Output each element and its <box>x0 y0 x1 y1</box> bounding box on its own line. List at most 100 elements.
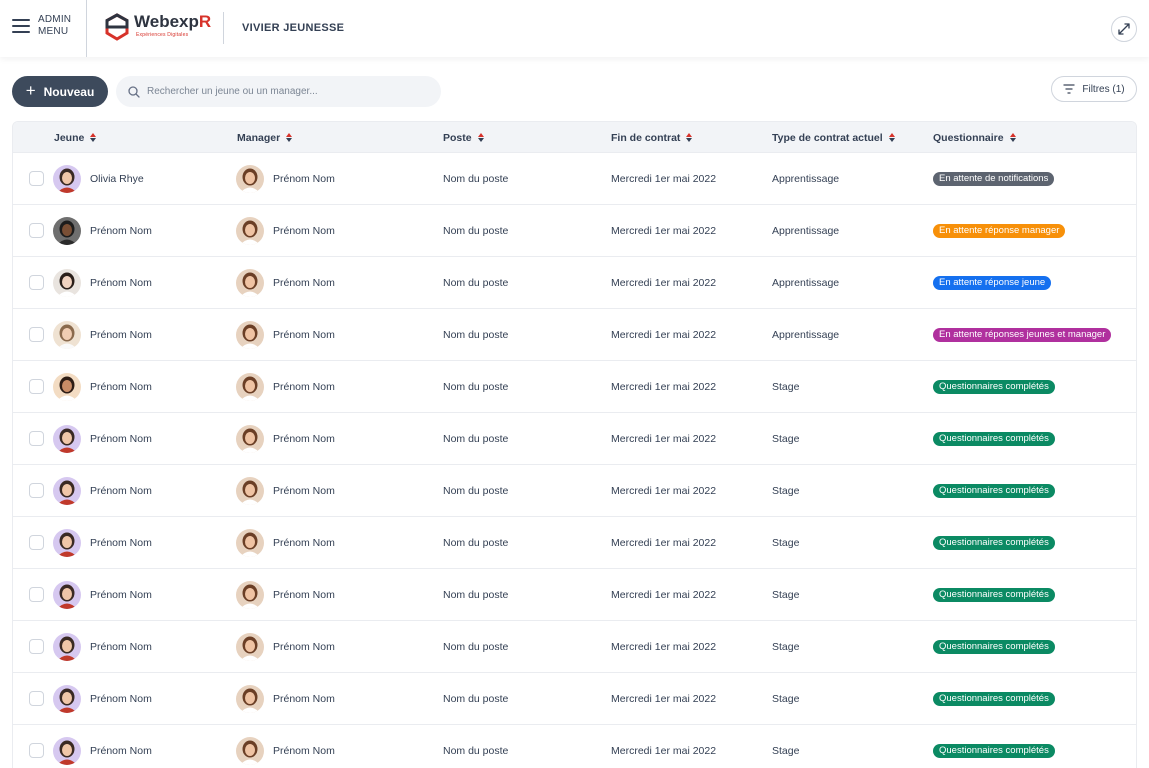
questionnaire-cell: En attente de notifications <box>933 153 1055 204</box>
manager-cell[interactable]: Prénom Nom <box>236 725 335 768</box>
jeune-name: Prénom Nom <box>90 640 152 653</box>
divider <box>223 12 224 44</box>
row-checkbox[interactable] <box>29 171 44 186</box>
row-checkbox[interactable] <box>29 483 44 498</box>
questionnaire-cell: Questionnaires complétés <box>933 465 1055 516</box>
expand-button[interactable] <box>1111 16 1137 42</box>
status-badge[interactable]: Questionnaires complétés <box>933 587 1055 602</box>
status-badge[interactable]: Questionnaires complétés <box>933 431 1055 446</box>
manager-cell[interactable]: Prénom Nom <box>236 205 335 256</box>
table-row[interactable]: Prénom Nom Prénom Nom Nom du poste Mercredi… <box>13 725 1136 768</box>
row-checkbox[interactable] <box>29 327 44 342</box>
table-row[interactable]: Prénom Nom Prénom Nom Nom du poste Mercredi… <box>13 413 1136 465</box>
status-badge[interactable]: Questionnaires complétés <box>933 691 1055 706</box>
jeune-cell[interactable]: Prénom Nom <box>53 725 152 768</box>
jeune-cell[interactable]: Prénom Nom <box>53 517 152 568</box>
status-badge[interactable]: Questionnaires complétés <box>933 483 1055 498</box>
avatar <box>53 424 81 453</box>
status-badge[interactable]: Questionnaires complétés <box>933 379 1055 394</box>
row-checkbox[interactable] <box>29 743 44 758</box>
admin-menu-label: ADMIN MENU <box>38 14 72 37</box>
jeune-cell[interactable]: Prénom Nom <box>53 569 152 620</box>
row-checkbox[interactable] <box>29 587 44 602</box>
status-badge[interactable]: En attente réponse manager <box>933 223 1066 238</box>
row-checkbox[interactable] <box>29 431 44 446</box>
jeune-cell[interactable]: Prénom Nom <box>53 621 152 672</box>
manager-cell[interactable]: Prénom Nom <box>236 361 335 412</box>
status-badge[interactable]: Questionnaires complétés <box>933 639 1055 654</box>
table-row[interactable]: Prénom Nom Prénom Nom Nom du poste Mercredi… <box>13 257 1136 309</box>
table-row[interactable]: Prénom Nom Prénom Nom Nom du poste Mercredi… <box>13 205 1136 257</box>
jeune-cell[interactable]: Olivia Rhye <box>53 153 144 204</box>
table-row[interactable]: Prénom Nom Prénom Nom Nom du poste Mercredi… <box>13 465 1136 517</box>
manager-cell[interactable]: Prénom Nom <box>236 465 335 516</box>
column-header-poste[interactable]: Poste <box>443 122 484 153</box>
column-header-questionnaire[interactable]: Questionnaire <box>933 122 1016 153</box>
row-checkbox[interactable] <box>29 639 44 654</box>
questionnaire-cell: Questionnaires complétés <box>933 517 1055 568</box>
new-button[interactable]: + Nouveau <box>12 76 108 107</box>
row-checkbox[interactable] <box>29 379 44 394</box>
manager-cell[interactable]: Prénom Nom <box>236 517 335 568</box>
status-badge[interactable]: En attente réponse jeune <box>933 275 1052 290</box>
type-contrat-cell: Apprentissage <box>772 328 840 341</box>
jeune-cell[interactable]: Prénom Nom <box>53 309 152 360</box>
manager-cell[interactable]: Prénom Nom <box>236 413 335 464</box>
search-bar[interactable] <box>116 76 441 107</box>
jeune-name: Prénom Nom <box>90 588 152 601</box>
manager-cell[interactable]: Prénom Nom <box>236 153 335 204</box>
column-header-manager[interactable]: Manager <box>237 122 293 153</box>
type-contrat-cell: Stage <box>772 484 800 497</box>
manager-name: Prénom Nom <box>273 484 335 497</box>
table-row[interactable]: Prénom Nom Prénom Nom Nom du poste Mercredi… <box>13 309 1136 361</box>
poste-cell: Nom du poste <box>443 692 509 705</box>
type-contrat-cell: Stage <box>772 432 800 445</box>
status-badge[interactable]: En attente de notifications <box>933 171 1055 186</box>
jeune-name: Prénom Nom <box>90 432 152 445</box>
status-badge[interactable]: Questionnaires complétés <box>933 743 1055 758</box>
table-row[interactable]: Prénom Nom Prénom Nom Nom du poste Mercredi… <box>13 673 1136 725</box>
manager-name: Prénom Nom <box>273 588 335 601</box>
jeune-cell[interactable]: Prénom Nom <box>53 413 152 464</box>
questionnaire-cell: Questionnaires complétés <box>933 569 1055 620</box>
column-header-fin-contrat[interactable]: Fin de contrat <box>611 122 693 153</box>
type-contrat-cell: Stage <box>772 380 800 393</box>
manager-cell[interactable]: Prénom Nom <box>236 309 335 360</box>
filters-button[interactable]: Filtres (1) <box>1051 76 1137 102</box>
row-checkbox[interactable] <box>29 691 44 706</box>
column-header-jeune[interactable]: Jeune <box>54 122 97 153</box>
jeune-cell[interactable]: Prénom Nom <box>53 361 152 412</box>
row-checkbox[interactable] <box>29 535 44 550</box>
jeune-cell[interactable]: Prénom Nom <box>53 465 152 516</box>
table-row[interactable]: Olivia Rhye Prénom Nom Nom du poste Mercred… <box>13 153 1136 205</box>
questionnaire-cell: En attente réponses jeunes et manager <box>933 309 1112 360</box>
fin-contrat-cell: Mercredi 1er mai 2022 <box>611 328 717 341</box>
manager-cell[interactable]: Prénom Nom <box>236 257 335 308</box>
table-row[interactable]: Prénom Nom Prénom Nom Nom du poste Mercredi… <box>13 621 1136 673</box>
avatar <box>236 632 264 661</box>
row-checkbox[interactable] <box>29 223 44 238</box>
search-input[interactable] <box>147 86 427 97</box>
table-row[interactable]: Prénom Nom Prénom Nom Nom du poste Mercredi… <box>13 361 1136 413</box>
jeune-cell[interactable]: Prénom Nom <box>53 257 152 308</box>
fin-contrat-cell: Mercredi 1er mai 2022 <box>611 640 717 653</box>
poste-cell: Nom du poste <box>443 640 509 653</box>
table-row[interactable]: Prénom Nom Prénom Nom Nom du poste Mercredi… <box>13 569 1136 621</box>
status-badge[interactable]: Questionnaires complétés <box>933 535 1055 550</box>
jeune-cell[interactable]: Prénom Nom <box>53 205 152 256</box>
webexpr-logo[interactable]: WebexpR Expériences Digitales <box>104 13 211 41</box>
jeune-cell[interactable]: Prénom Nom <box>53 673 152 724</box>
column-header-type-contrat[interactable]: Type de contrat actuel <box>772 122 895 153</box>
manager-cell[interactable]: Prénom Nom <box>236 569 335 620</box>
status-badge[interactable]: En attente réponses jeunes et manager <box>933 327 1112 342</box>
poste-cell: Nom du poste <box>443 276 509 289</box>
admin-menu-button[interactable]: ADMIN MENU <box>12 14 78 38</box>
table-row[interactable]: Prénom Nom Prénom Nom Nom du poste Mercredi… <box>13 517 1136 569</box>
row-checkbox[interactable] <box>29 275 44 290</box>
jeune-name: Prénom Nom <box>90 484 152 497</box>
column-label: Questionnaire <box>933 131 1004 144</box>
poste-cell: Nom du poste <box>443 224 509 237</box>
manager-cell[interactable]: Prénom Nom <box>236 621 335 672</box>
avatar <box>236 372 264 401</box>
manager-cell[interactable]: Prénom Nom <box>236 673 335 724</box>
